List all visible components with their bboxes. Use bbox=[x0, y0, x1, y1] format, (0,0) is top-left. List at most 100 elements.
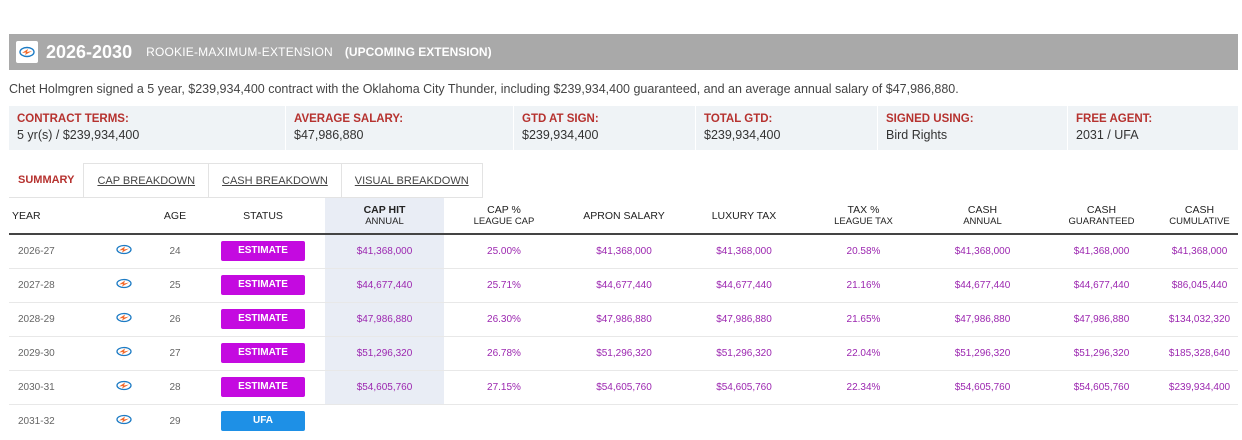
table-row: 2031-32 29 UFA bbox=[9, 404, 1238, 438]
col-header-cash-guaranteed: CASH GUARANTEED bbox=[1042, 198, 1161, 235]
cell-age: 25 bbox=[149, 268, 201, 303]
cell-cash-annual: $41,368,000 bbox=[923, 234, 1042, 269]
cell-cash-cumulative: $86,045,440 bbox=[1161, 268, 1238, 303]
col-header-logo bbox=[99, 198, 149, 235]
cell-cap-hit: $47,986,880 bbox=[325, 302, 444, 337]
cell-status: ESTIMATE bbox=[201, 302, 325, 337]
cell-cash-annual: $47,986,880 bbox=[923, 302, 1042, 337]
col-header-sub: LEAGUE TAX bbox=[834, 215, 893, 227]
col-header-main: CAP % bbox=[487, 203, 521, 216]
tab-visual-breakdown[interactable]: VISUAL BREAKDOWN bbox=[341, 163, 483, 198]
cell-cap-pct: 26.78% bbox=[444, 336, 564, 371]
table-row: 2027-28 25 ESTIMATE $44,677,440 25.71% $44,67… bbox=[9, 268, 1238, 303]
cell-apron: $54,605,760 bbox=[564, 370, 684, 405]
status-badge: ESTIMATE bbox=[221, 309, 305, 329]
col-header-sub: GUARANTEED bbox=[1068, 215, 1135, 227]
cell-cap-hit: $54,605,760 bbox=[325, 370, 444, 405]
term-label: SIGNED USING: bbox=[886, 113, 974, 125]
term-label: FREE AGENT: bbox=[1076, 113, 1153, 125]
cell-age: 26 bbox=[149, 302, 201, 337]
tab-cash-breakdown[interactable]: CASH BREAKDOWN bbox=[209, 163, 342, 198]
contract-years: 2026-2030 bbox=[46, 41, 133, 62]
term-signed-using: SIGNED USING: Bird Rights bbox=[878, 106, 1068, 150]
term-value: 5 yr(s) / $239,934,400 bbox=[17, 128, 140, 142]
cell-apron: $44,677,440 bbox=[564, 268, 684, 303]
cell-logo bbox=[99, 370, 149, 405]
col-header-tax-pct: TAX % LEAGUE TAX bbox=[804, 198, 923, 235]
col-header-sub: LEAGUE CAP bbox=[473, 215, 535, 227]
cell-status: ESTIMATE bbox=[201, 370, 325, 405]
thunder-logo-icon bbox=[116, 346, 132, 360]
status-badge: ESTIMATE bbox=[221, 241, 305, 262]
term-value: $47,986,880 bbox=[294, 128, 364, 142]
cell-cap-pct: 25.00% bbox=[444, 234, 564, 269]
thunder-logo-icon bbox=[116, 278, 132, 292]
cell-cap-pct: 27.15% bbox=[444, 370, 564, 405]
term-free-agent: FREE AGENT: 2031 / UFA bbox=[1068, 106, 1238, 150]
contract-note: (UPCOMING EXTENSION) bbox=[344, 45, 492, 59]
term-value: 2031 / UFA bbox=[1076, 128, 1139, 142]
cell-tax-pct bbox=[804, 404, 923, 438]
term-value: $239,934,400 bbox=[522, 128, 599, 142]
table-row: 2030-31 28 ESTIMATE $54,605,760 27.15% $54,60… bbox=[9, 370, 1238, 405]
cell-cap-hit: $41,368,000 bbox=[325, 234, 444, 269]
cell-luxury-tax: $51,296,320 bbox=[684, 336, 804, 371]
thunder-logo-icon bbox=[116, 244, 132, 258]
cell-cash-guaranteed bbox=[1042, 404, 1161, 438]
cell-year: 2029-30 bbox=[9, 336, 99, 371]
cell-luxury-tax bbox=[684, 404, 804, 438]
cell-logo bbox=[99, 302, 149, 337]
col-header-status: STATUS bbox=[201, 198, 325, 235]
table-header-row: YEAR AGE STATUS CAP HIT ANNUAL CAP % LEAGU… bbox=[9, 198, 1238, 235]
cell-tax-pct: 22.34% bbox=[804, 370, 923, 405]
cell-age: 28 bbox=[149, 370, 201, 405]
col-header-apron: APRON SALARY bbox=[564, 198, 684, 235]
cell-cash-guaranteed: $54,605,760 bbox=[1042, 370, 1161, 405]
col-header-age: AGE bbox=[149, 198, 201, 235]
col-header-cap-pct: CAP % LEAGUE CAP bbox=[444, 198, 564, 235]
cell-year: 2030-31 bbox=[9, 370, 99, 405]
cell-year: 2026-27 bbox=[9, 234, 99, 269]
col-header-sub: ANNUAL bbox=[963, 215, 1002, 227]
status-badge: ESTIMATE bbox=[221, 377, 305, 397]
term-gtd-at-sign: GTD AT SIGN: $239,934,400 bbox=[514, 106, 696, 150]
cell-logo bbox=[99, 268, 149, 303]
status-badge: ESTIMATE bbox=[221, 275, 305, 295]
thunder-logo-icon bbox=[16, 41, 38, 63]
term-contract-terms: CONTRACT TERMS: 5 yr(s) / $239,934,400 bbox=[9, 106, 286, 150]
cell-cash-guaranteed: $44,677,440 bbox=[1042, 268, 1161, 303]
col-header-sub: CUMULATIVE bbox=[1169, 215, 1230, 227]
col-header-year: YEAR bbox=[9, 198, 99, 235]
contract-table: YEAR AGE STATUS CAP HIT ANNUAL CAP % LEAGU… bbox=[9, 198, 1238, 438]
cell-status: ESTIMATE bbox=[201, 268, 325, 303]
cell-cash-annual: $54,605,760 bbox=[923, 370, 1042, 405]
cell-year: 2028-29 bbox=[9, 302, 99, 337]
term-label: TOTAL GTD: bbox=[704, 113, 773, 125]
cell-luxury-tax: $47,986,880 bbox=[684, 302, 804, 337]
col-header-main: CAP HIT bbox=[363, 203, 406, 216]
cell-luxury-tax: $54,605,760 bbox=[684, 370, 804, 405]
tab-summary[interactable]: SUMMARY bbox=[9, 163, 85, 198]
cell-cash-cumulative: $239,934,400 bbox=[1161, 370, 1238, 405]
term-average-salary: AVERAGE SALARY: $47,986,880 bbox=[286, 106, 514, 150]
term-total-gtd: TOTAL GTD: $239,934,400 bbox=[696, 106, 878, 150]
table-row: 2029-30 27 ESTIMATE $51,296,320 26.78% $51,29… bbox=[9, 336, 1238, 371]
term-label: AVERAGE SALARY: bbox=[294, 113, 404, 125]
cell-status: ESTIMATE bbox=[201, 234, 325, 269]
cell-luxury-tax: $44,677,440 bbox=[684, 268, 804, 303]
cell-cash-cumulative: $41,368,000 bbox=[1161, 234, 1238, 269]
thunder-logo-icon bbox=[116, 312, 132, 326]
cell-tax-pct: 21.16% bbox=[804, 268, 923, 303]
cell-cap-hit: $51,296,320 bbox=[325, 336, 444, 371]
cell-age: 29 bbox=[169, 415, 181, 427]
tab-cap-breakdown[interactable]: CAP BREAKDOWN bbox=[84, 163, 210, 198]
table-row: 2026-27 24 ESTIMATE $41,368,000 25.00% $41,36… bbox=[9, 234, 1238, 269]
table-row: 2028-29 26 ESTIMATE $47,986,880 26.30% $47,98… bbox=[9, 302, 1238, 337]
thunder-logo-icon bbox=[116, 414, 132, 428]
cell-cap-pct: 25.71% bbox=[444, 268, 564, 303]
term-value: $239,934,400 bbox=[704, 128, 781, 142]
contract-header: 2026-2030 ROOKIE-MAXIMUM-EXTENSION (UPCO… bbox=[9, 34, 1238, 70]
cell-cash-cumulative: $185,328,640 bbox=[1161, 336, 1238, 371]
cell-cash-guaranteed: $47,986,880 bbox=[1042, 302, 1161, 337]
col-header-main: CASH bbox=[1086, 203, 1117, 216]
